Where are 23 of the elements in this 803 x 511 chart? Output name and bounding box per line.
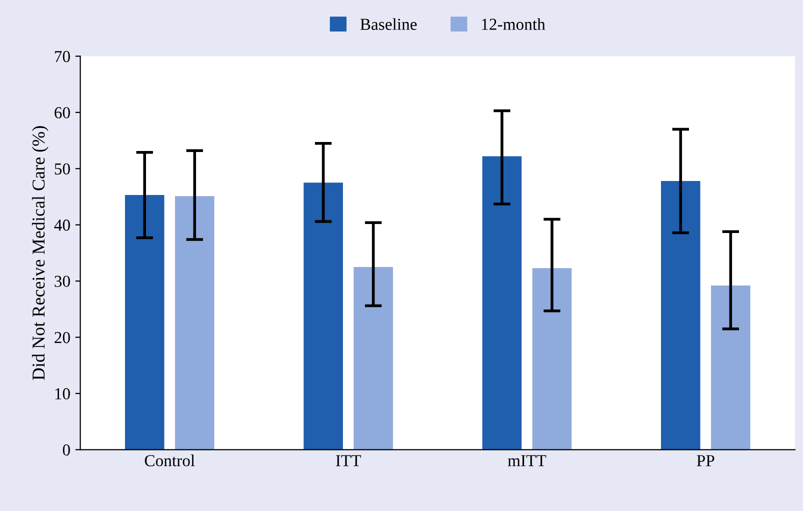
y-tick-label: 70 [55, 50, 70, 62]
y-axis-title: Did Not Receive Medical Care (%) [32, 126, 48, 380]
y-tick-label: 10 [55, 388, 70, 400]
bar [660, 180, 700, 450]
bar [124, 195, 164, 450]
x-tick-label: ITT [336, 455, 361, 466]
bar [482, 156, 522, 450]
y-tick-label: 50 [54, 163, 70, 175]
bar [710, 286, 750, 450]
bar [174, 196, 214, 450]
y-tick-label: 0 [62, 444, 70, 456]
y-tick-label: 60 [54, 107, 70, 118]
y-tick-label: 20 [54, 332, 70, 344]
bar [304, 182, 343, 450]
bar [354, 266, 393, 450]
bar [532, 268, 572, 450]
x-tick-label: PP [696, 455, 714, 466]
y-tick-label: 40 [54, 220, 70, 231]
y-tick-label: 30 [54, 276, 70, 287]
legend-label: 12-month [482, 18, 546, 30]
x-tick-label: mITT [508, 455, 546, 466]
x-tick-label: Control [144, 454, 195, 466]
legend-label: Baseline [360, 18, 417, 30]
